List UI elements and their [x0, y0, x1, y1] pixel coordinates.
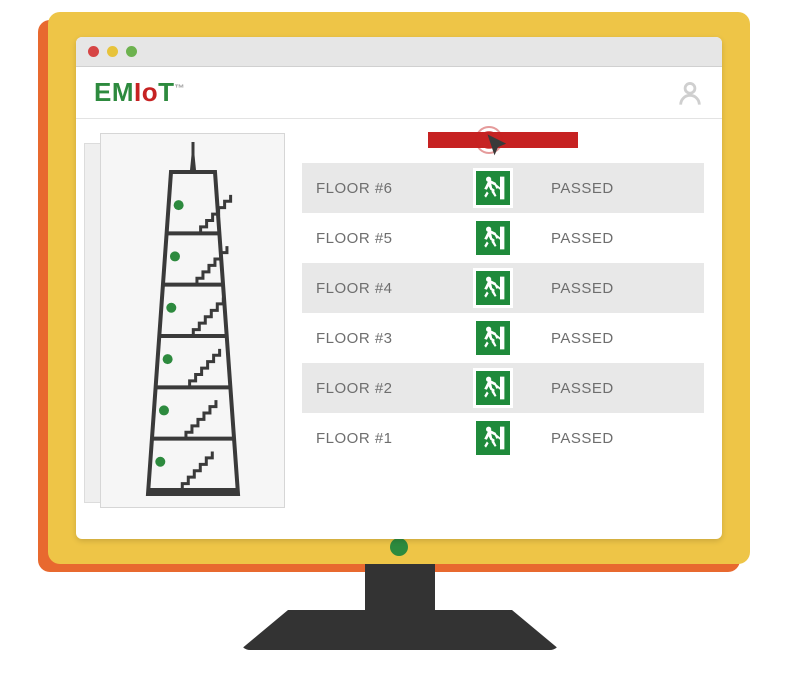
exit-sign-icon: [473, 268, 513, 308]
app-header: EMIoT™: [76, 67, 722, 119]
exit-sign-icon: [473, 368, 513, 408]
logo-tm: ™: [175, 83, 186, 94]
exit-sign-icon: [473, 318, 513, 358]
floor-label: FLOOR #4: [316, 280, 473, 297]
cursor-icon: [484, 132, 512, 160]
exit-sign-icon: [473, 168, 513, 208]
floor-status: PASSED: [533, 330, 690, 347]
building-panel: [94, 133, 284, 521]
logo: EMIoT™: [94, 77, 185, 108]
window-minimize-icon[interactable]: [107, 46, 118, 57]
window-close-icon[interactable]: [88, 46, 99, 57]
floor-status: PASSED: [533, 230, 690, 247]
logo-part-t: T: [158, 77, 174, 107]
monitor-stand-base: [240, 610, 560, 650]
app-content: FLOOR #6 PASSEDFLOOR #5 PASSEDFLOOR #4 P…: [76, 119, 722, 539]
floor-label: FLOOR #3: [316, 330, 473, 347]
floor-status-table: FLOOR #6 PASSEDFLOOR #5 PASSEDFLOOR #4 P…: [302, 133, 704, 521]
building-card[interactable]: [100, 133, 285, 508]
floor-label: FLOOR #5: [316, 230, 473, 247]
monitor-stand-neck: [365, 564, 435, 616]
window-maximize-icon[interactable]: [126, 46, 137, 57]
building-diagram-icon: [108, 142, 278, 502]
exit-sign-icon: [473, 418, 513, 458]
user-icon[interactable]: [676, 79, 704, 107]
table-row[interactable]: FLOOR #6 PASSED: [302, 163, 704, 213]
floor-status: PASSED: [533, 380, 690, 397]
table-row[interactable]: FLOOR #4 PASSED: [302, 263, 704, 313]
floor-label: FLOOR #6: [316, 180, 473, 197]
table-row[interactable]: FLOOR #5 PASSED: [302, 213, 704, 263]
exit-sign-icon: [473, 218, 513, 258]
app-window: EMIoT™: [76, 37, 722, 539]
floor-label: FLOOR #1: [316, 430, 473, 447]
floor-status: PASSED: [533, 180, 690, 197]
logo-part-em: EM: [94, 77, 134, 107]
floor-status: PASSED: [533, 430, 690, 447]
floor-status: PASSED: [533, 280, 690, 297]
table-row[interactable]: FLOOR #3 PASSED: [302, 313, 704, 363]
alarm-indicator[interactable]: [428, 129, 578, 151]
table-row[interactable]: FLOOR #2 PASSED: [302, 363, 704, 413]
monitor-bezel: EMIoT™: [48, 12, 750, 564]
power-led-icon: [390, 538, 408, 556]
logo-part-io: Io: [134, 77, 158, 107]
window-titlebar: [76, 37, 722, 67]
floor-label: FLOOR #2: [316, 380, 473, 397]
table-row[interactable]: FLOOR #1 PASSED: [302, 413, 704, 463]
